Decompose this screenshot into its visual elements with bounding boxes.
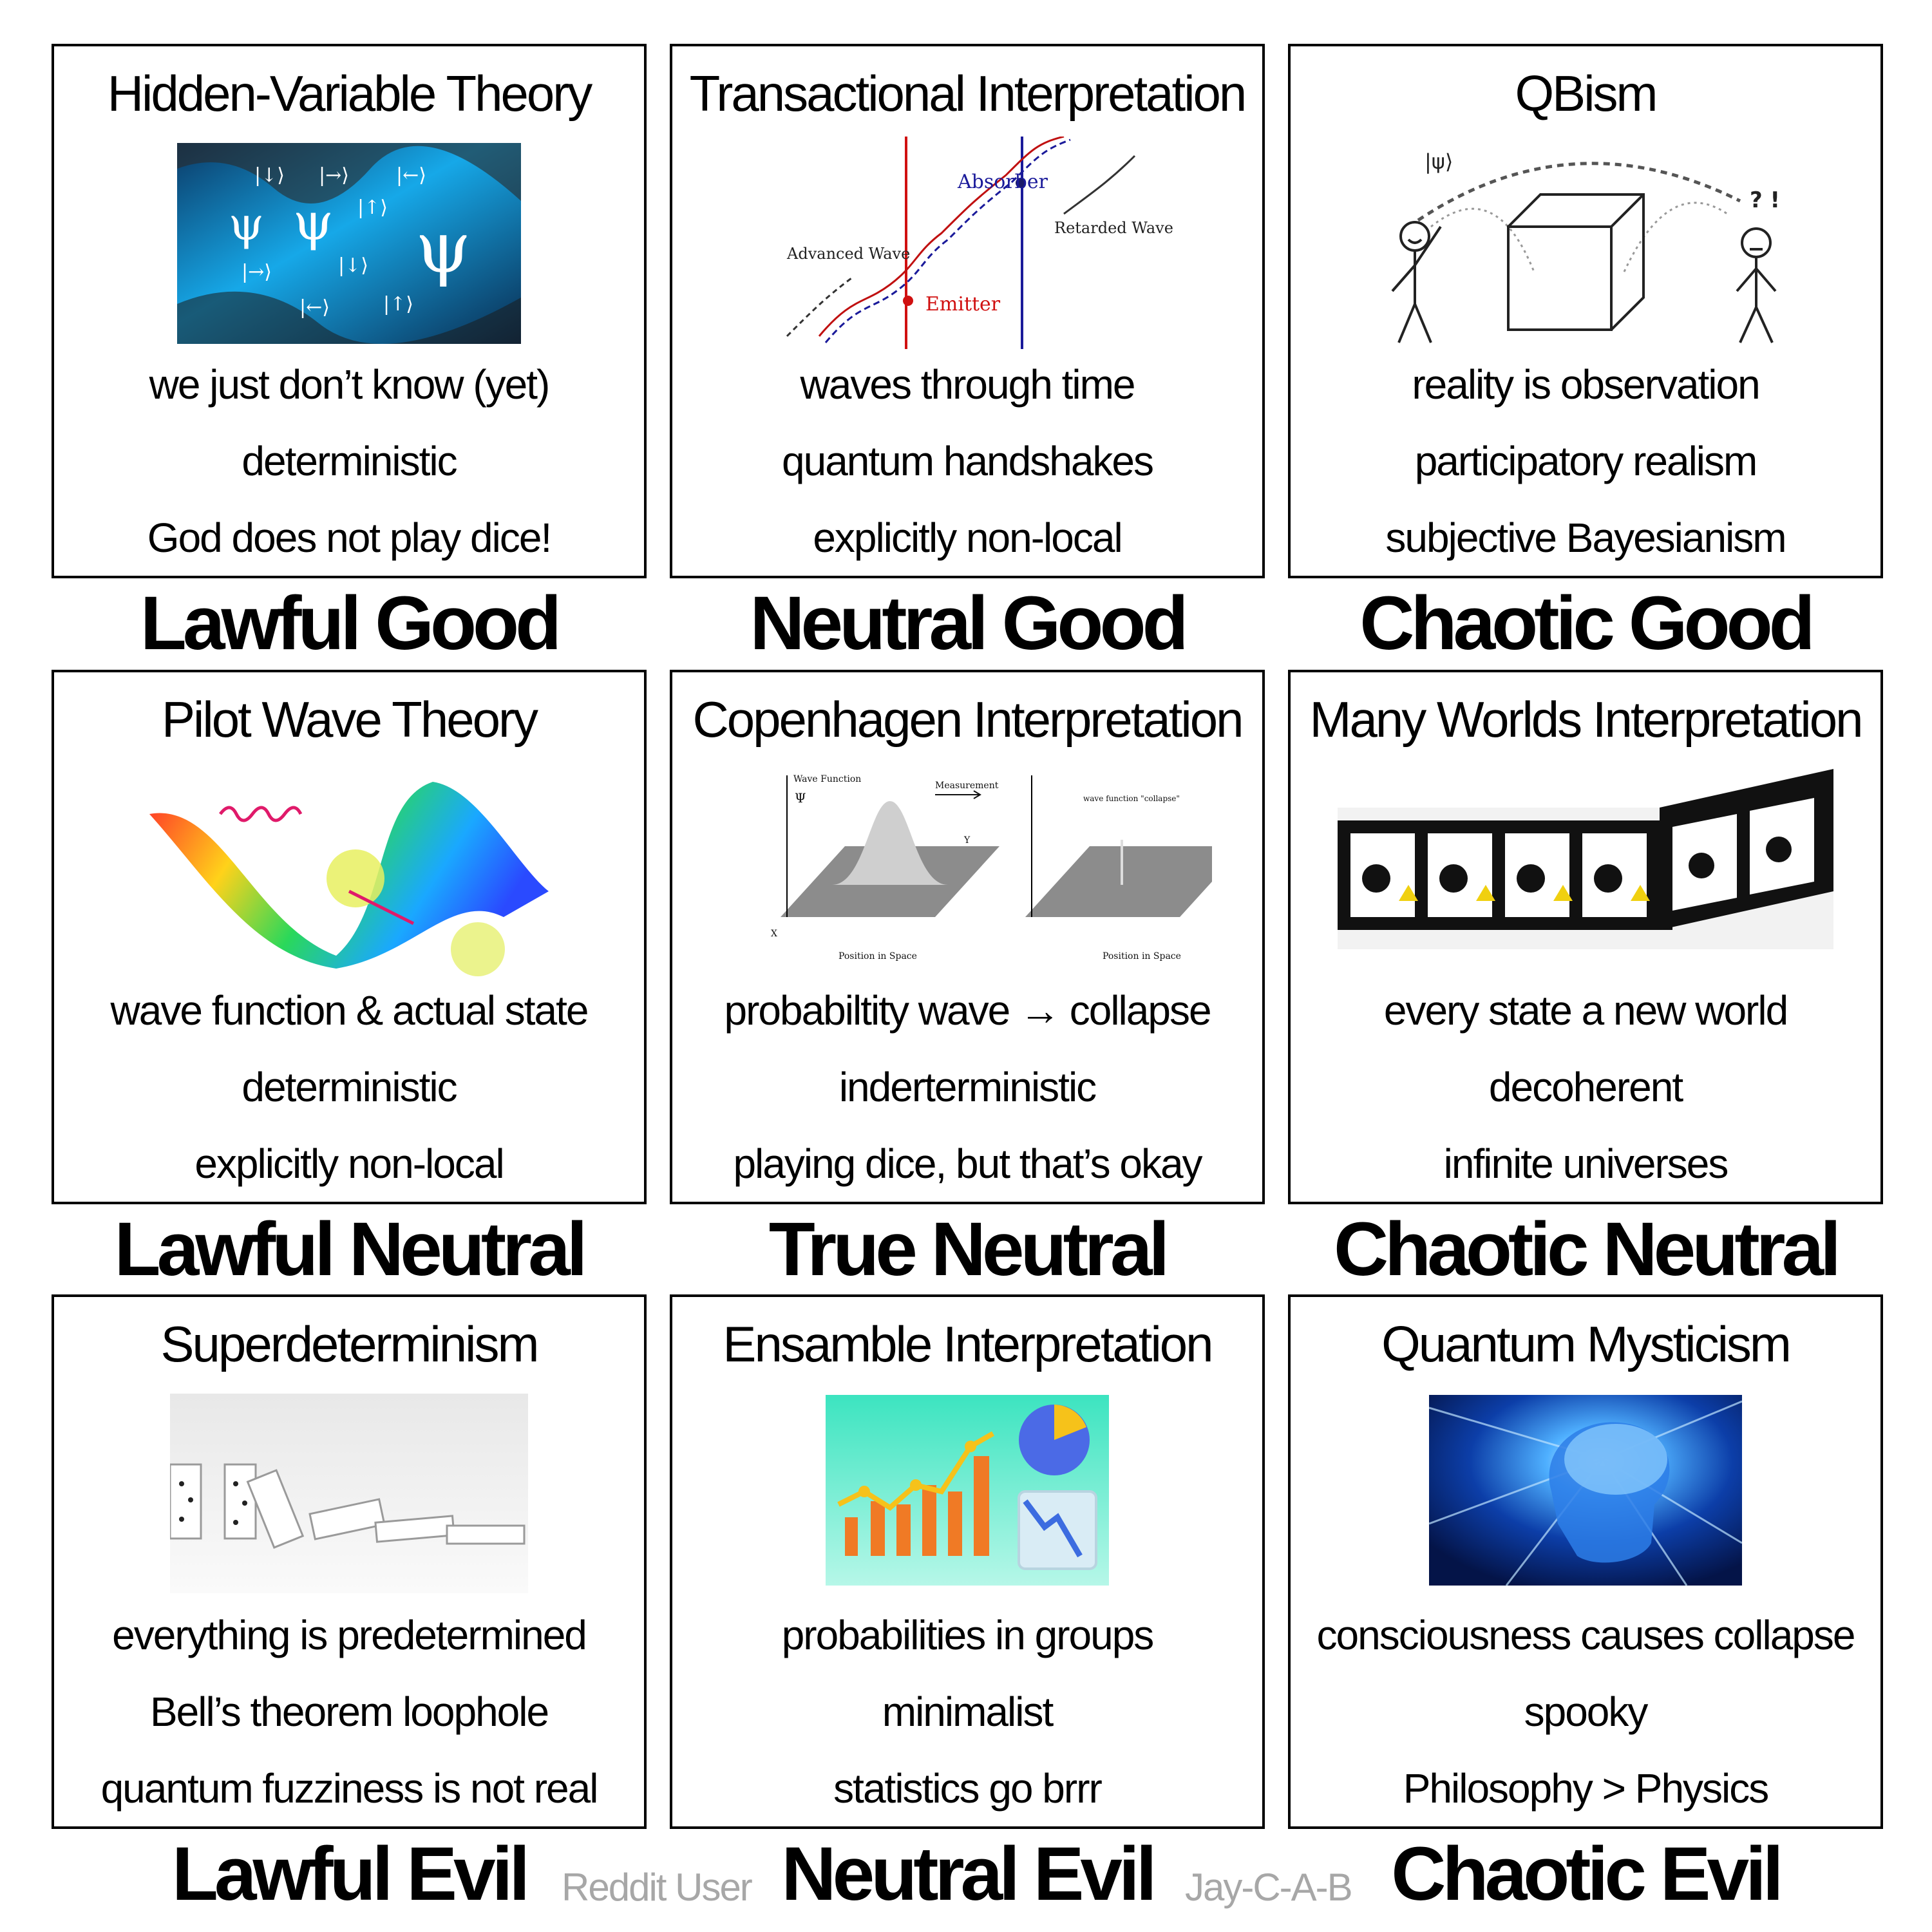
film-strip-cats-image <box>1338 769 1833 988</box>
position-label-2: Position in Space <box>1103 951 1181 961</box>
cell-line: quantum handshakes <box>782 438 1154 484</box>
alignment-label: Lawful Evil <box>171 1832 530 1917</box>
cell-hidden-variable-theory: Hidden-Variable Theory ψ ψ ψ |↓⟩ |→⟩ |←⟩… <box>52 44 647 578</box>
cell-line: deterministic <box>242 438 457 484</box>
svg-text:|↑⟩: |↑⟩ <box>383 293 413 316</box>
cell-quantum-mysticism: Quantum Mysticism consciousness causes c… <box>1288 1294 1883 1829</box>
alignment-label: Neutral Evil <box>781 1832 1157 1917</box>
alignment-label: Neutral Good <box>750 581 1188 666</box>
alignment-label: Lawful Good <box>140 581 562 666</box>
cell-line: Bell’s theorem loophole <box>149 1689 549 1735</box>
cell-line: participatory realism <box>1414 438 1758 484</box>
advanced-wave-label: Advanced Wave <box>786 245 910 263</box>
svg-text:|↓⟩: |↓⟩ <box>254 164 285 187</box>
cell-line: deterministic <box>242 1064 457 1110</box>
cell-title: Hidden-Variable Theory <box>107 65 593 122</box>
cell-line: probabiltity wave → collapse <box>724 987 1211 1034</box>
svg-text:|→⟩: |→⟩ <box>242 261 272 283</box>
cell-line: playing dice, but that’s okay <box>733 1141 1202 1187</box>
cell-line: inderterministic <box>838 1064 1097 1110</box>
cell-line: reality is observation <box>1412 361 1760 408</box>
transactional-waves-diagram: Absorber Emitter Advanced Wave Retarded … <box>761 135 1173 349</box>
collapse-label: wave function "collapse" <box>1083 794 1180 803</box>
cell-line: decoherent <box>1488 1064 1683 1110</box>
svg-text:|←⟩: |←⟩ <box>299 296 330 319</box>
svg-text:|→⟩: |→⟩ <box>319 164 349 187</box>
cell-pilot-wave-theory: Pilot Wave Theory wave function & actual… <box>52 670 647 1204</box>
cell-line: statistics go brrr <box>833 1765 1103 1812</box>
alignment-label: Lawful Neutral <box>114 1207 588 1292</box>
cell-qbism: QBism |ψ⟩ ? ! real <box>1288 44 1883 578</box>
axis-x-label: X <box>771 929 777 939</box>
credit-left: Reddit User <box>562 1866 753 1909</box>
cell-line: subjective Bayesianism <box>1385 515 1786 561</box>
cell-line: consciousness causes collapse <box>1316 1612 1856 1658</box>
qbism-observers-diagram: |ψ⟩ ? ! <box>1379 137 1792 349</box>
cell-title: Many Worlds Interpretation <box>1309 691 1864 748</box>
alignment-label: True Neutral <box>768 1207 1170 1292</box>
cell-line: minimalist <box>882 1689 1054 1735</box>
svg-text:|↑⟩: |↑⟩ <box>357 196 388 219</box>
alignment-label: Chaotic Good <box>1359 581 1815 666</box>
glowing-brain-image <box>1428 1395 1743 1586</box>
cell-line: probabilities in groups <box>781 1612 1155 1658</box>
cell-title: Ensamble Interpretation <box>723 1316 1213 1372</box>
wavefunction-collapse-diagram: Wave Function Ψ Measurement wave functio… <box>723 762 1244 969</box>
credit-right: Jay-C-A-B <box>1185 1866 1353 1909</box>
cell-superdeterminism: Superdeterminism everything is predeterm… <box>52 1294 647 1829</box>
position-label: Position in Space <box>838 951 917 961</box>
cell-line: wave function & actual state <box>110 987 589 1034</box>
falling-dominoes-image <box>169 1394 528 1593</box>
cell-line: explicitly non-local <box>194 1141 504 1187</box>
cell-many-worlds-interpretation: Many Worlds Interpretation every state a… <box>1288 670 1883 1204</box>
measurement-label: Measurement <box>935 781 999 791</box>
cell-line: everything is predetermined <box>112 1612 587 1658</box>
cell-transactional-interpretation: Transactional Interpretation Absorber Em… <box>670 44 1265 578</box>
svg-text:ψ: ψ <box>415 206 471 289</box>
cell-title: Copenhagen Interpretation <box>692 691 1244 748</box>
cell-title: Pilot Wave Theory <box>162 691 538 748</box>
cell-line: every state a new world <box>1383 987 1788 1034</box>
svg-text:ψ: ψ <box>229 198 264 251</box>
psi-ket-label: |ψ⟩ <box>1425 149 1453 174</box>
emitter-label: Emitter <box>925 293 1001 316</box>
retarded-wave-label: Retarded Wave <box>1054 219 1173 237</box>
pilot-wave-surface-image <box>143 762 555 981</box>
cell-line: spooky <box>1524 1689 1649 1735</box>
cell-line: waves through time <box>800 361 1136 408</box>
cell-title: Quantum Mysticism <box>1381 1316 1792 1372</box>
cell-line: quantum fuzziness is not real <box>100 1765 599 1812</box>
svg-text:|↓⟩: |↓⟩ <box>338 254 368 277</box>
svg-text:ψ: ψ <box>293 192 334 252</box>
cell-title: Superdeterminism <box>160 1316 540 1372</box>
statistics-charts-icon <box>826 1395 1109 1586</box>
cell-title: Transactional Interpretation <box>689 65 1247 122</box>
axis-y-label: Y <box>963 835 971 846</box>
question-marks-label: ? ! <box>1750 187 1780 213</box>
psi-arrows-image: ψ ψ ψ |↓⟩ |→⟩ |←⟩ |↑⟩ |→⟩ |↓⟩ |←⟩ |↑⟩ <box>177 143 521 344</box>
alignment-label: Chaotic Evil <box>1391 1832 1783 1917</box>
cell-copenhagen-interpretation: Copenhagen Interpretation Wave Function … <box>670 670 1265 1204</box>
cell-line: explicitly non-local <box>813 515 1122 561</box>
cell-line: God does not play dice! <box>147 515 552 561</box>
psi-label: Ψ <box>795 790 806 806</box>
svg-text:|←⟩: |←⟩ <box>396 164 426 187</box>
cell-line: infinite universes <box>1443 1141 1729 1187</box>
absorber-label: Absorber <box>957 171 1048 193</box>
cell-line: Philosophy > Physics <box>1403 1765 1770 1812</box>
cell-line: we just don’t know (yet) <box>149 361 551 408</box>
cell-ensamble-interpretation: Ensamble Interpretation probabilities in… <box>670 1294 1265 1829</box>
cell-title: QBism <box>1515 65 1658 122</box>
wave-function-label: Wave Function <box>793 774 861 784</box>
alignment-label: Chaotic Neutral <box>1333 1207 1841 1292</box>
